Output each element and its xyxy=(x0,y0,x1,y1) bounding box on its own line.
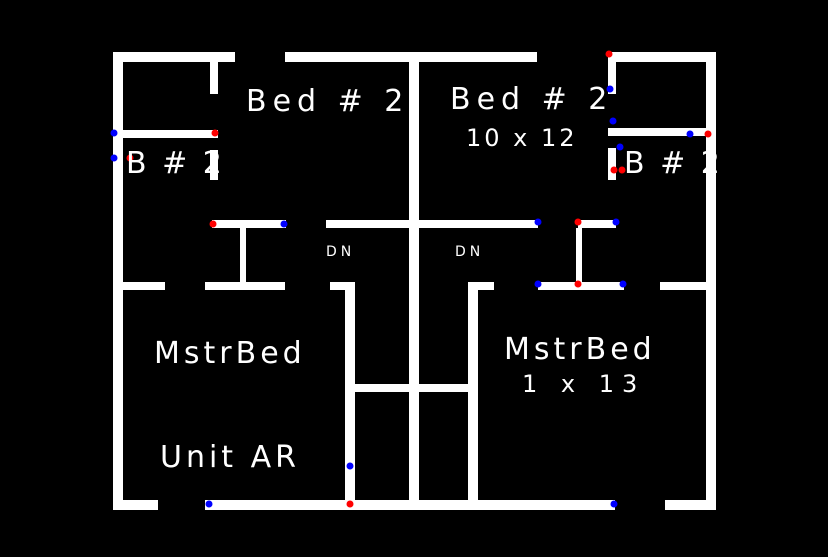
wall-closet-left-shelf xyxy=(113,130,218,138)
blue-corner-marker xyxy=(619,280,627,288)
blue-corner-marker xyxy=(346,462,354,470)
blue-corner-marker xyxy=(205,500,213,508)
wall-stair-right xyxy=(468,282,478,508)
blue-corner-marker xyxy=(616,143,624,151)
red-corner-marker xyxy=(574,280,582,288)
red-corner-marker xyxy=(211,129,219,137)
label-b2-right: B # 2 xyxy=(624,146,723,181)
wall-closet-right-shelf xyxy=(608,128,716,136)
label-bed2-right: Bed # 2 xyxy=(450,82,614,117)
wall-right xyxy=(706,52,716,508)
wall-hall-left-a xyxy=(212,220,286,228)
wall-stair-left xyxy=(345,282,355,508)
wall-bottom-right xyxy=(665,500,716,510)
red-corner-marker xyxy=(346,500,354,508)
red-corner-marker xyxy=(618,166,626,174)
wall-master-top-left-b xyxy=(205,282,285,290)
wall-bottom-left xyxy=(113,500,158,510)
wall-top-left xyxy=(113,52,235,62)
blue-corner-marker xyxy=(110,129,118,137)
blue-corner-marker xyxy=(686,130,694,138)
blue-corner-marker xyxy=(609,117,617,125)
label-unit: Unit AR xyxy=(160,440,300,475)
blue-corner-marker xyxy=(606,85,614,93)
label-bed2-right-size: 10 x 12 xyxy=(466,124,578,152)
red-corner-marker xyxy=(605,50,613,58)
blue-corner-marker xyxy=(534,280,542,288)
wall-stair-landing xyxy=(345,384,478,392)
wall-master-top-right-a xyxy=(470,282,494,290)
markers-group xyxy=(110,50,712,508)
wall-master-top-right-b xyxy=(538,282,624,290)
wall-master-top-left-c xyxy=(330,282,352,290)
label-mstr-left: MstrBed xyxy=(154,336,306,371)
wall-hall-right-a xyxy=(578,220,616,228)
label-dn-left: DN xyxy=(326,244,356,260)
wall-closet-right-bottom xyxy=(608,148,616,180)
walls-group xyxy=(113,52,716,510)
wall-top-right xyxy=(610,52,714,62)
wall-closet-right-top xyxy=(608,52,616,94)
blue-corner-marker xyxy=(610,500,618,508)
red-corner-marker xyxy=(610,166,618,174)
red-corner-marker xyxy=(126,154,134,162)
red-corner-marker xyxy=(209,220,217,228)
wall-master-top-right-c xyxy=(660,282,716,290)
wall-hall-closet-left xyxy=(240,228,246,284)
label-b2-left: B # 2 xyxy=(126,146,225,181)
wall-closet-left-top xyxy=(210,52,218,94)
blue-corner-marker xyxy=(534,218,542,226)
blue-corner-marker xyxy=(110,154,118,162)
red-corner-marker xyxy=(574,218,582,226)
wall-hall-middle xyxy=(326,220,538,228)
label-mstr-right-size: 1 x 13 xyxy=(522,370,646,398)
wall-master-top-left-a xyxy=(113,282,165,290)
label-dn-right: DN xyxy=(455,244,485,260)
wall-center xyxy=(409,52,419,508)
label-mstr-right: MstrBed xyxy=(504,332,656,367)
blue-corner-marker xyxy=(612,218,620,226)
wall-closet-left-bottom xyxy=(210,150,218,180)
wall-hall-closet-right xyxy=(576,228,582,284)
label-bed2-left: Bed # 2 xyxy=(246,84,410,119)
wall-left xyxy=(113,52,123,508)
red-corner-marker xyxy=(704,130,712,138)
blue-corner-marker xyxy=(280,220,288,228)
